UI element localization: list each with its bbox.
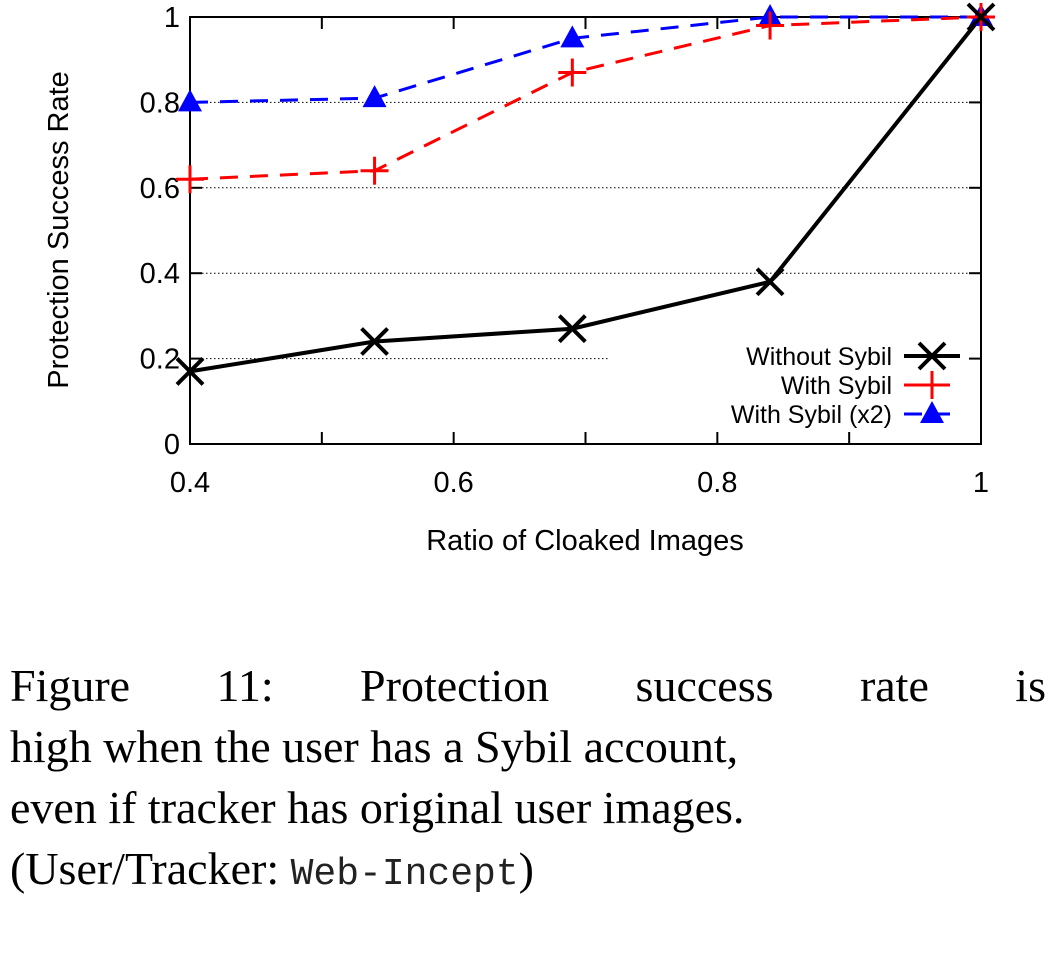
legend-label: Without Sybil [746,343,892,371]
y-tick-label: 0.8 [140,87,180,119]
data-point [755,267,785,297]
grid-lines [190,101,981,360]
caption-line-2: high when the user has a Sybil account, [10,721,739,772]
data-point [360,327,389,356]
series-line-2 [189,15,982,181]
caption-line-3: even if tracker has original user images… [10,782,745,833]
data-point-stroke [966,2,996,32]
x-tick-label: 0.4 [170,467,210,499]
legend-label: With Sybil [781,372,892,400]
y-tick-label: 0 [164,429,180,461]
data-point [557,314,587,344]
legend-marker-shape [920,401,944,423]
caption-line-4: (User/Tracker: Web-Incept) [10,838,1046,899]
data-point-shape [362,85,387,108]
y-tick-label: 0.6 [140,173,180,205]
figure-caption: Figure 11: Protection success rate is hi… [10,655,1046,899]
x-tick-label: 0.6 [434,467,474,499]
data-point [362,85,387,108]
data-point-shape [178,89,202,112]
data-point [178,89,202,112]
y-axis-label: Protection Success Rate [43,71,75,389]
data-point-stroke [755,267,785,297]
data-point [558,58,587,87]
y-tick-label: 0.2 [140,344,180,376]
data-point [756,11,785,40]
legend-marker [920,401,944,423]
series-lines [175,2,996,386]
data-point [966,2,996,32]
data-point-stroke [175,356,205,386]
data-point-shape [560,25,585,48]
caption-code: Web-Incept [290,853,519,896]
data-point [176,165,204,194]
x-axis-label: Ratio of Cloaked Images [426,525,744,557]
caption-prefix: (User/Tracker: [10,843,291,894]
series-line-3 [189,15,981,104]
x-tick-label: 0.8 [697,467,737,499]
data-point [560,25,585,48]
y-tick-label: 1 [164,2,180,34]
legend-marker-stroke [917,341,947,371]
axes: 0 0.2 0.4 0.6 0.8 1 0.4 0.6 0.8 1 [140,2,989,499]
y-tick-label: 0.4 [140,258,180,290]
data-point-stroke [557,314,587,344]
x-tick-label: 1 [973,467,989,499]
data-point [360,156,389,185]
data-point-stroke [360,327,389,356]
legend-marker [917,341,947,371]
legend-label: With Sybil (x2) [731,401,892,429]
caption-line-1: Figure 11: Protection success rate is [10,660,1046,711]
data-point [175,356,205,386]
line-chart: 00.20.40.60.810.4 0.6 0.8 1 Without SybilWi… [43,2,996,557]
legend-marker [918,371,946,399]
caption-suffix: ) [518,843,534,894]
